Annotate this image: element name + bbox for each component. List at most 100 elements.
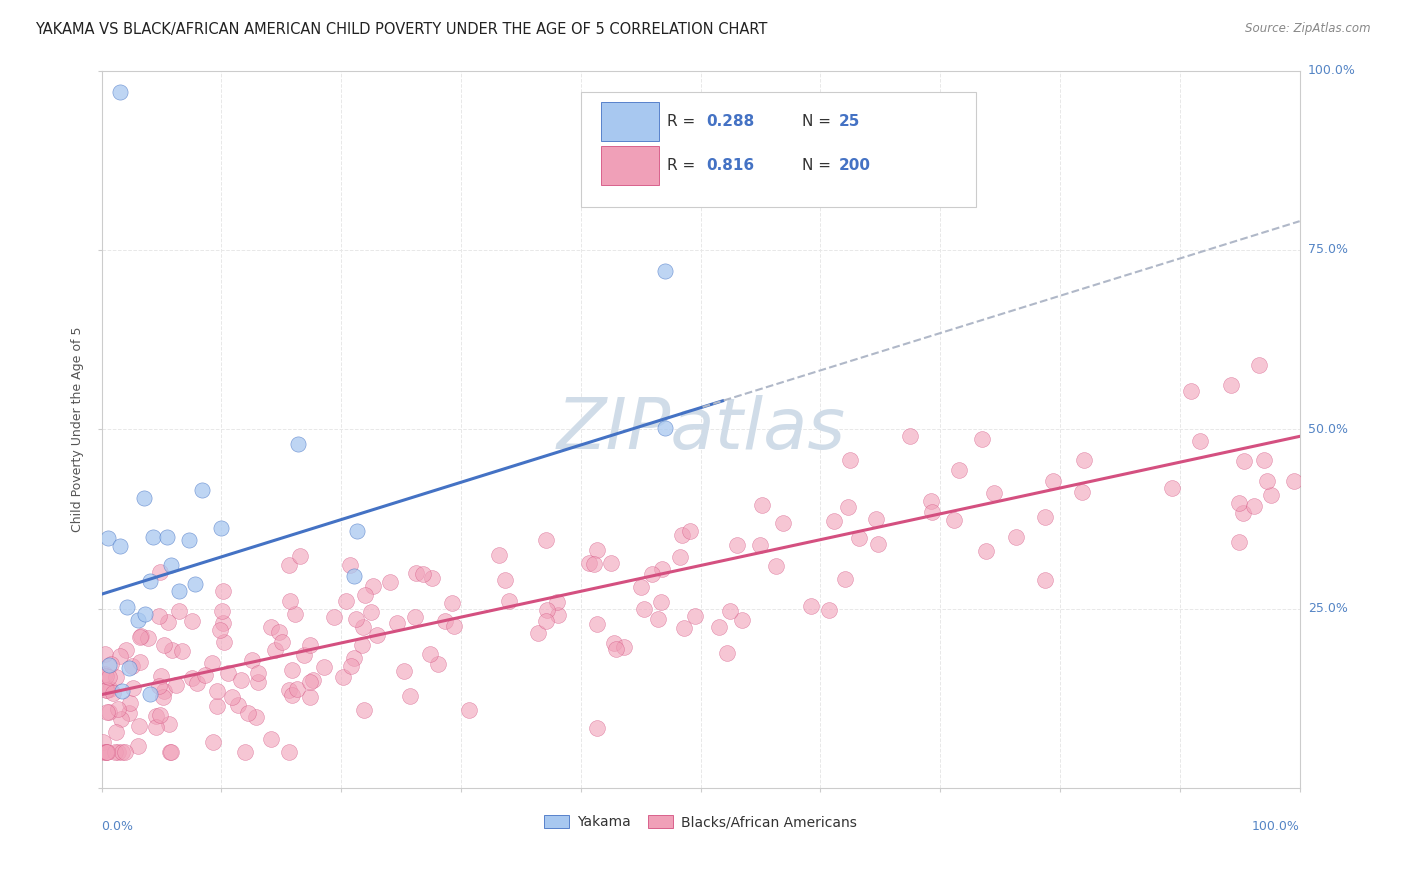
Point <box>211 615 233 630</box>
Point <box>1227 496 1250 510</box>
Point <box>117 599 139 614</box>
Point <box>202 735 225 749</box>
Point <box>974 544 997 558</box>
Point <box>527 625 550 640</box>
Point <box>98 682 121 697</box>
Point <box>671 528 693 542</box>
Point <box>229 673 252 688</box>
Point <box>352 638 374 652</box>
Point <box>128 719 150 733</box>
Point <box>1220 377 1243 392</box>
Point <box>748 538 770 552</box>
Text: ZIPatlas: ZIPatlas <box>557 394 845 464</box>
Point <box>536 603 558 617</box>
Point <box>823 514 845 528</box>
Point <box>725 538 748 552</box>
Point <box>121 659 143 673</box>
Point <box>105 670 128 684</box>
Point <box>332 670 354 684</box>
Point <box>800 599 823 613</box>
Point <box>108 540 131 554</box>
Point <box>129 655 152 669</box>
Point <box>277 682 299 697</box>
Point <box>96 745 118 759</box>
Text: 25: 25 <box>838 114 860 128</box>
Point <box>165 678 187 692</box>
Point <box>983 486 1005 500</box>
Point <box>114 642 136 657</box>
Point <box>181 671 204 685</box>
Point <box>339 558 361 572</box>
Point <box>387 616 409 631</box>
Point <box>848 531 870 545</box>
Point <box>138 574 160 589</box>
Point <box>1282 474 1305 488</box>
Point <box>366 628 388 642</box>
Point <box>1071 485 1094 500</box>
Point <box>148 679 170 693</box>
Point <box>534 614 557 628</box>
Point <box>943 513 966 527</box>
Point <box>94 669 117 683</box>
Point <box>107 745 129 759</box>
Point <box>361 579 384 593</box>
Point <box>233 745 256 759</box>
Point <box>150 668 173 682</box>
Point <box>162 643 184 657</box>
Point <box>651 562 673 576</box>
Point <box>900 429 922 443</box>
Point <box>343 650 366 665</box>
Point <box>186 676 208 690</box>
Point <box>152 690 174 704</box>
Point <box>586 721 609 735</box>
Text: 200: 200 <box>838 158 870 173</box>
Point <box>271 635 294 649</box>
Point <box>91 735 114 749</box>
Point <box>392 665 415 679</box>
Point <box>1232 506 1254 520</box>
Point <box>323 610 346 624</box>
FancyBboxPatch shape <box>602 102 658 141</box>
Point <box>127 739 149 754</box>
Point <box>641 566 664 581</box>
Point <box>412 567 434 582</box>
Text: 75.0%: 75.0% <box>1308 244 1348 256</box>
Point <box>129 631 152 645</box>
Point <box>443 619 465 633</box>
Text: N =: N = <box>803 158 831 173</box>
Point <box>97 670 120 684</box>
Point <box>269 624 291 639</box>
Point <box>96 682 118 697</box>
Point <box>110 712 132 726</box>
Point <box>277 745 299 759</box>
Point <box>921 505 943 519</box>
Point <box>129 629 152 643</box>
Point <box>650 595 672 609</box>
Point <box>668 550 690 565</box>
Point <box>547 607 569 622</box>
Point <box>157 717 180 731</box>
Point <box>277 558 299 572</box>
Text: 0.0%: 0.0% <box>101 820 134 833</box>
Point <box>104 745 127 759</box>
Point <box>378 575 401 590</box>
Point <box>226 698 249 712</box>
Point <box>118 696 141 710</box>
Point <box>288 549 311 564</box>
Point <box>404 610 426 624</box>
Point <box>122 681 145 696</box>
Point <box>97 532 120 546</box>
Point <box>96 682 118 697</box>
Point <box>343 569 366 583</box>
Point <box>654 264 676 278</box>
Point <box>118 706 141 720</box>
Point <box>1004 530 1026 544</box>
Point <box>177 533 200 548</box>
Point <box>970 432 993 446</box>
Point <box>247 675 270 690</box>
Point <box>298 675 321 690</box>
Point <box>217 665 239 680</box>
Point <box>149 708 172 723</box>
Text: N =: N = <box>803 114 831 128</box>
Point <box>765 559 787 574</box>
